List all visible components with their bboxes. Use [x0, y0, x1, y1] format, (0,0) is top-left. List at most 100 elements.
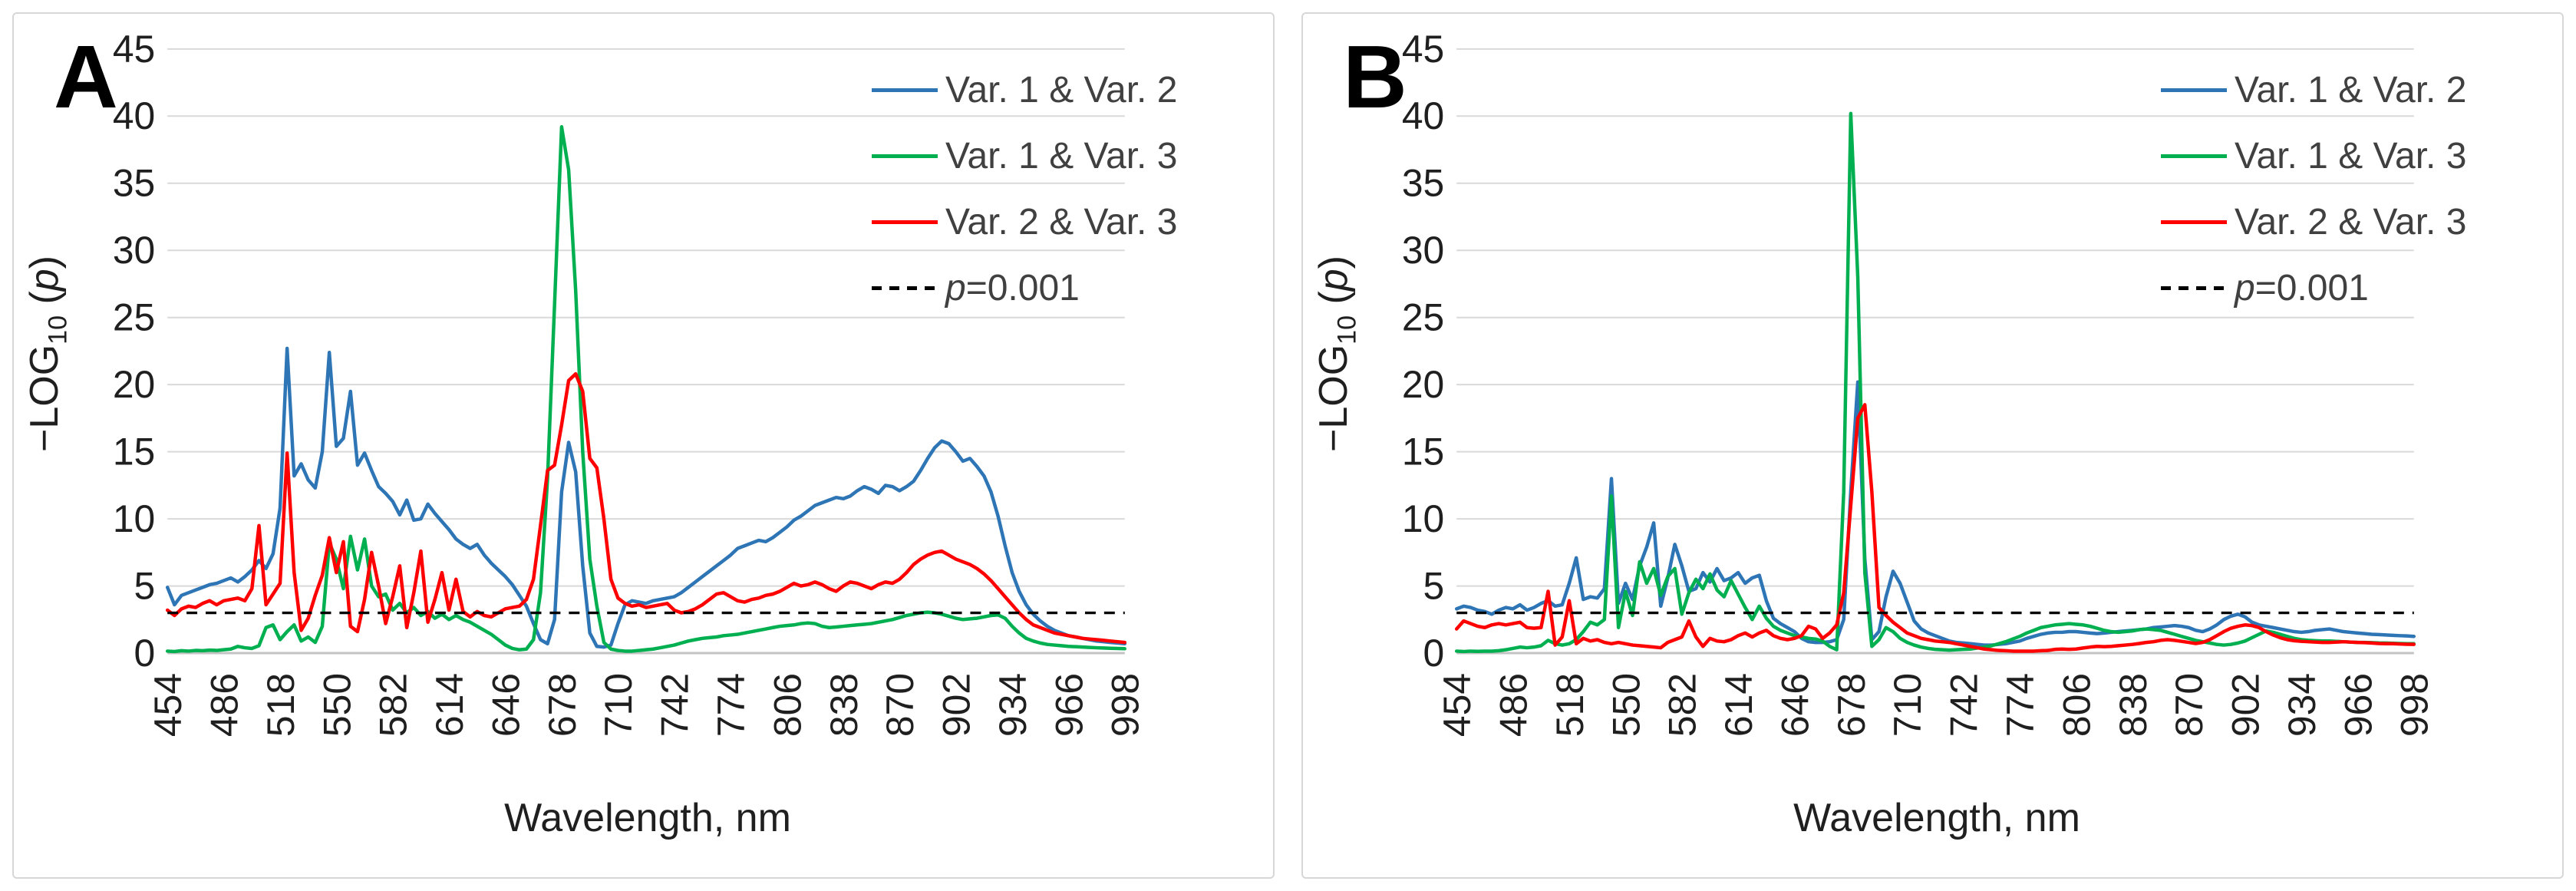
legend-swatch-threshold	[2161, 285, 2227, 290]
y-tick-label: 5	[1423, 565, 1445, 608]
series-line	[1454, 111, 2416, 654]
x-tick-label: 678	[1830, 673, 1873, 737]
legend-row-series-1: Var. 1 & Var. 2	[872, 57, 1177, 123]
y-title-variable: p	[22, 269, 67, 292]
legend-threshold-p: p	[945, 267, 966, 309]
y-tick-label: 30	[1402, 229, 1444, 272]
y-tick-label: 25	[1402, 296, 1444, 339]
x-tick-label: 774	[710, 673, 753, 737]
y-title-text: )	[1311, 255, 1356, 269]
x-tick-label: 742	[654, 673, 697, 737]
x-tick-label: 838	[823, 673, 866, 737]
x-tick-label: 550	[315, 673, 358, 737]
y-tick-label: 20	[113, 363, 155, 406]
x-tick-label: 998	[1104, 673, 1147, 737]
series-line	[1454, 380, 2416, 647]
legend-row-series-3: Var. 2 & Var. 3	[2161, 189, 2466, 255]
x-axis-title: Wavelength, nm	[504, 796, 791, 840]
legend-label-series-2: Var. 1 & Var. 3	[2235, 135, 2467, 177]
legend-label-threshold: p=0.001	[2235, 267, 2369, 309]
x-tick-label: 646	[1773, 673, 1816, 737]
y-title-text: (	[22, 291, 67, 315]
y-tick-label: 0	[1423, 632, 1445, 675]
x-tick-label: 518	[1549, 673, 1591, 737]
x-tick-label: 486	[1492, 673, 1535, 737]
y-tick-label: 25	[113, 296, 155, 339]
x-tick-label: 966	[1047, 673, 1090, 737]
x-tick-label: 742	[1943, 673, 1986, 737]
y-tick-label: 15	[113, 431, 155, 474]
legend-swatch-series-3	[2161, 219, 2227, 224]
legend-swatch-threshold	[872, 285, 938, 290]
legend-b: Var. 1 & Var. 2 Var. 1 & Var. 3 Var. 2 & V…	[2161, 57, 2466, 321]
legend-row-series-1: Var. 1 & Var. 2	[2161, 57, 2466, 123]
x-tick-label: 998	[2393, 673, 2436, 737]
y-tick-label: 15	[1402, 431, 1444, 474]
y-title-variable: p	[1311, 269, 1356, 292]
x-tick-label: 486	[203, 673, 246, 737]
y-tick-label: 20	[1402, 363, 1444, 406]
legend-label-threshold: p=0.001	[945, 267, 1080, 309]
y-title-text: (	[1311, 291, 1356, 315]
y-title-subscript: 10	[1332, 315, 1362, 345]
plot-area-b: 0 5 10 15 20 25 30 35 40 45 454 486 518 550 582 614 646 6…	[1402, 28, 2436, 737]
x-tick-label: 870	[879, 673, 922, 737]
legend-row-series-2: Var. 1 & Var. 3	[872, 123, 1177, 189]
y-tick-label: 35	[1402, 162, 1444, 205]
panel-b: B −LOG10 (p) 0 5 10 15 20 25 30 35 40 45 454 486 518…	[1301, 12, 2564, 879]
y-tick-label: 30	[113, 229, 155, 272]
plot-area-a: 0 5 10 15 20 25 30 35 40 45 454 486 518 550 582 614 646 6…	[113, 28, 1147, 737]
x-tick-label: 646	[484, 673, 527, 737]
legend-threshold-p: p	[2235, 267, 2255, 309]
x-tick-label: 710	[597, 673, 640, 737]
x-tick-label: 934	[991, 673, 1034, 737]
legend-label-series-3: Var. 2 & Var. 3	[2235, 201, 2467, 243]
x-tick-label: 710	[1886, 673, 1929, 737]
series-line	[165, 371, 1127, 645]
x-tick-label: 454	[1436, 673, 1479, 737]
series-line	[1454, 403, 2416, 653]
y-tick-label: 40	[1402, 94, 1444, 137]
x-tick-label: 678	[541, 673, 584, 737]
panel-b-label: B	[1343, 27, 1407, 127]
x-axis-title: Wavelength, nm	[1793, 796, 2080, 840]
legend-row-threshold: p=0.001	[2161, 255, 2466, 321]
legend-swatch-series-1	[2161, 87, 2227, 92]
x-tick-label: 806	[766, 673, 809, 737]
legend-label-series-3: Var. 2 & Var. 3	[945, 201, 1178, 243]
x-tick-label: 774	[1999, 673, 2042, 737]
x-tick-label: 870	[2168, 673, 2211, 737]
series-line	[165, 346, 1127, 649]
x-tick-label: 838	[2112, 673, 2155, 737]
legend-swatch-series-3	[872, 219, 938, 224]
y-title-text: −LOG	[1311, 344, 1356, 453]
x-tick-label: 966	[2337, 673, 2380, 737]
y-title-subscript: 10	[43, 315, 73, 345]
x-tick-label: 454	[147, 673, 190, 737]
series-line	[165, 125, 1127, 654]
y-axis-title: −LOG10 (p)	[1311, 162, 1361, 546]
panel-a-label: A	[54, 27, 118, 127]
y-tick-label: 0	[134, 632, 156, 675]
x-tick-label: 550	[1605, 673, 1648, 737]
x-tick-label: 614	[428, 673, 471, 737]
x-tick-label: 902	[935, 673, 978, 737]
x-tick-label: 902	[2225, 673, 2268, 737]
x-tick-label: 934	[2281, 673, 2324, 737]
y-tick-label: 35	[113, 162, 155, 205]
legend-row-series-3: Var. 2 & Var. 3	[872, 189, 1177, 255]
y-tick-label: 5	[134, 565, 156, 608]
legend-label-series-2: Var. 1 & Var. 3	[945, 135, 1178, 177]
legend-swatch-series-1	[872, 87, 938, 92]
x-tick-label: 518	[259, 673, 302, 737]
legend-a: Var. 1 & Var. 2 Var. 1 & Var. 3 Var. 2 & V…	[872, 57, 1177, 321]
y-title-text: −LOG	[22, 344, 67, 453]
x-tick-label: 582	[1661, 673, 1704, 737]
legend-label-series-1: Var. 1 & Var. 2	[945, 69, 1178, 111]
y-tick-label: 10	[1402, 497, 1444, 540]
legend-swatch-series-2	[872, 153, 938, 158]
legend-swatch-series-2	[2161, 153, 2227, 158]
y-tick-label: 45	[113, 28, 155, 71]
x-tick-label: 614	[1717, 673, 1760, 737]
